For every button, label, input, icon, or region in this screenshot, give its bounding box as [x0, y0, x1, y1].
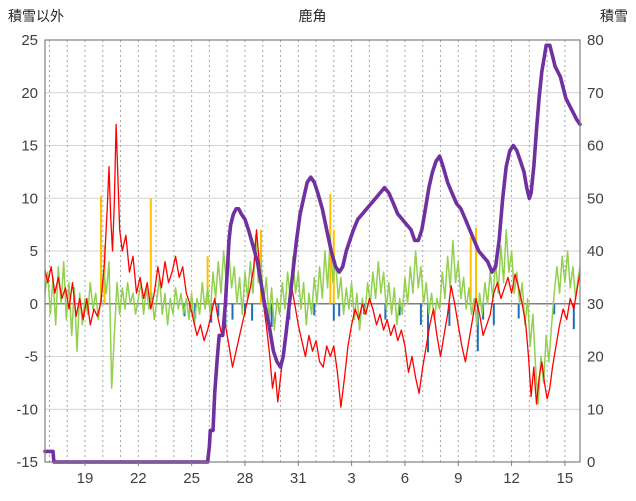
- right-axis-tick-label: 0: [587, 454, 595, 471]
- left-axis-tick-label: 0: [30, 296, 38, 313]
- right-axis-tick-label: 40: [587, 243, 604, 260]
- left-axis-tick-label: 5: [30, 243, 38, 260]
- x-axis-tick-label: 12: [503, 470, 520, 487]
- x-axis-tick-label: 15: [557, 470, 574, 487]
- left-axis-title: 積雪以外: [8, 8, 64, 24]
- right-axis-tick-label: 20: [587, 349, 604, 366]
- left-axis-tick-label: 10: [21, 190, 38, 207]
- x-axis-tick-label: 9: [454, 470, 462, 487]
- right-axis-tick-label: 60: [587, 138, 604, 155]
- chart-title: 鹿角: [298, 8, 327, 24]
- left-axis-tick-label: -5: [25, 349, 38, 366]
- series-purple-snow-depth: [43, 43, 582, 464]
- x-axis-tick-label: 19: [77, 470, 94, 487]
- right-axis-tick-label: 70: [587, 85, 604, 102]
- plot-frame: [44, 39, 581, 463]
- right-axis-tick-label: 30: [587, 296, 604, 313]
- series-red-line: [44, 123, 581, 408]
- right-axis-tick-label: 10: [587, 401, 604, 418]
- left-axis-tick-label: 20: [21, 85, 38, 102]
- right-axis-title: 積雪: [600, 8, 628, 24]
- series-green-line: [44, 229, 581, 405]
- left-axis-tick-label: 25: [21, 32, 38, 49]
- right-axis-tick-label: 50: [587, 190, 604, 207]
- x-axis-tick-label: 28: [237, 470, 254, 487]
- x-axis-tick-label: 6: [401, 470, 409, 487]
- x-axis-tick-label: 3: [347, 470, 355, 487]
- x-axis-tick-label: 22: [130, 470, 147, 487]
- right-axis-tick-label: 80: [587, 32, 604, 49]
- x-axis-tick-label: 25: [183, 470, 200, 487]
- left-axis-tick-label: -15: [16, 454, 38, 471]
- left-axis-tick-label: 15: [21, 138, 38, 155]
- left-axis-tick-label: -10: [16, 401, 38, 418]
- x-axis-tick-label: 31: [290, 470, 307, 487]
